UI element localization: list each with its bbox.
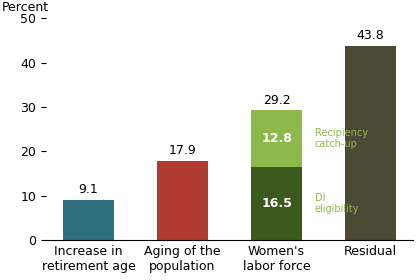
Bar [157,161,208,240]
Bar [251,167,302,240]
Text: Recipiency
catch-up: Recipiency catch-up [315,128,368,149]
Text: 17.9: 17.9 [169,144,197,157]
Text: DI
eligibility: DI eligibility [315,193,359,214]
Text: 16.5: 16.5 [261,197,292,210]
Text: 9.1: 9.1 [79,183,98,196]
Bar [63,200,114,240]
Bar [345,46,396,240]
Bar [251,110,302,167]
Text: 43.8: 43.8 [357,29,384,42]
Text: 29.2: 29.2 [263,94,290,107]
Y-axis label: Percent: Percent [2,1,49,14]
Text: 12.8: 12.8 [261,132,292,145]
